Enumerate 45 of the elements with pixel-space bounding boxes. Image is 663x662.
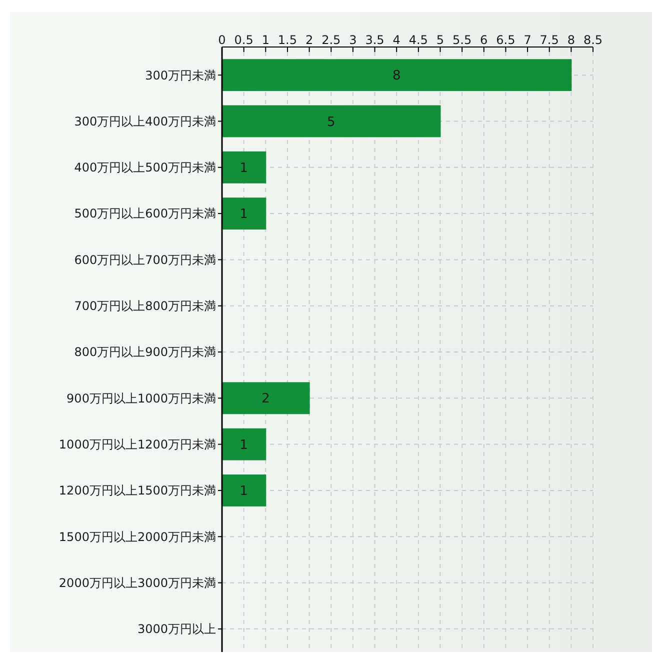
y-tick-label: 1500万円以上2000万円未満 <box>58 530 216 544</box>
x-tick-label: 8 <box>567 33 575 47</box>
x-tick-label: 7 <box>524 33 532 47</box>
x-tick-label: 1 <box>262 33 270 47</box>
x-tick-label: 2 <box>305 33 314 47</box>
bar <box>222 474 266 506</box>
bar <box>222 198 266 230</box>
x-tick-label: 1.5 <box>278 33 298 47</box>
x-tick-label: 2.5 <box>322 33 341 47</box>
y-tick-label: 400万円以上500万円未満 <box>74 160 216 175</box>
data-label: 2 <box>262 392 270 407</box>
y-tick-label: 700万円以上800万円未満 <box>74 299 216 314</box>
bar <box>222 382 310 414</box>
y-tick-label: 3000万円以上 <box>137 622 216 636</box>
y-tick-label: 1200万円以上1500万円未満 <box>58 484 216 498</box>
x-tick-label: 3 <box>349 33 357 47</box>
x-tick-label: 8.5 <box>583 33 603 47</box>
bar <box>222 151 266 184</box>
data-label: 1 <box>240 207 248 222</box>
y-tick-label: 300万円以上400万円未満 <box>74 114 216 128</box>
x-tick-label: 5.5 <box>452 33 472 47</box>
bar <box>222 59 572 92</box>
data-label: 1 <box>240 160 248 176</box>
data-label: 1 <box>240 438 248 453</box>
y-tick-label: 1000万円以上1200万円未満 <box>58 438 216 452</box>
data-label: 5 <box>326 114 336 130</box>
x-tick-label: 3.5 <box>365 33 384 47</box>
x-tick-label: 0 <box>218 33 226 47</box>
bar <box>222 105 441 138</box>
data-label: 8 <box>392 68 401 84</box>
y-tick-label: 600万円以上700万円未満 <box>74 252 216 267</box>
x-tick-label: 4.5 <box>408 33 428 47</box>
x-tick-label: 6.5 <box>496 33 516 47</box>
x-tick-label: 4 <box>392 33 400 47</box>
y-tick-label: 2000万円以上3000万円未満 <box>58 576 216 590</box>
x-tick-label: 0.5 <box>234 33 254 47</box>
data-label: 1 <box>240 484 248 500</box>
y-tick-label: 500万円以上600万円未満 <box>74 206 216 221</box>
y-tick-label: 300万円未満 <box>145 68 216 82</box>
x-tick-label: 5 <box>436 33 444 47</box>
bar <box>222 428 266 460</box>
x-tick-label: 6 <box>480 33 488 47</box>
x-tick-label: 7.5 <box>540 33 559 47</box>
y-tick-label: 900万円以上1000万円未満 <box>66 391 216 406</box>
y-tick-label: 800万円以上900万円未満 <box>74 345 216 360</box>
